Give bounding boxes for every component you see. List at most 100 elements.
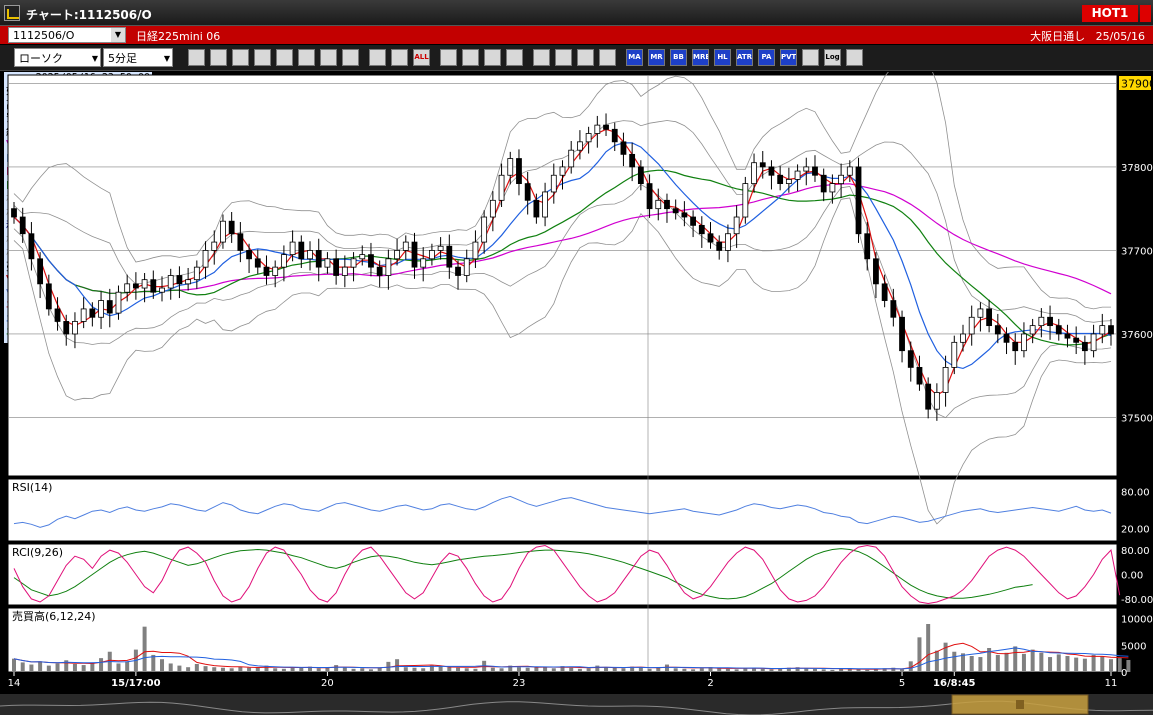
volume-bar bbox=[142, 626, 147, 672]
candle bbox=[106, 300, 113, 314]
candle bbox=[629, 153, 636, 168]
toolbar-search-button[interactable] bbox=[533, 49, 550, 66]
volume-bar bbox=[516, 667, 521, 672]
candle bbox=[768, 166, 775, 176]
chevron-down-icon[interactable]: ▼ bbox=[111, 28, 125, 42]
volume-bar bbox=[725, 668, 730, 672]
toolbar-shift-right-button[interactable] bbox=[391, 49, 408, 66]
candle bbox=[864, 233, 871, 260]
candle bbox=[359, 254, 366, 260]
candle bbox=[228, 220, 235, 235]
volume-bar bbox=[560, 666, 565, 672]
toolbar-ma-button[interactable]: MA bbox=[626, 49, 643, 66]
toolbar-cursor-button[interactable] bbox=[276, 49, 293, 66]
toolbar-window-button[interactable] bbox=[846, 49, 863, 66]
toolbar-pvt-button[interactable]: PVT bbox=[780, 49, 797, 66]
volume-bar bbox=[508, 665, 513, 672]
candle bbox=[472, 241, 479, 260]
candle bbox=[707, 233, 714, 243]
volume-bar bbox=[760, 668, 765, 672]
chevron-down-icon: ▼ bbox=[91, 54, 98, 63]
volume-bar bbox=[334, 665, 339, 672]
volume-bar bbox=[691, 669, 696, 672]
toolbar-color-tool-button[interactable] bbox=[462, 49, 479, 66]
volume-bar bbox=[351, 668, 356, 672]
price-tick-label: 37800 bbox=[1121, 163, 1153, 174]
volume-bar bbox=[717, 667, 722, 672]
candle bbox=[516, 158, 522, 185]
candle bbox=[933, 392, 940, 410]
chart-area[interactable]: 379003780037700376003750080.0020.00RSI(1… bbox=[0, 72, 1153, 715]
toolbar-memo-button[interactable] bbox=[320, 49, 337, 66]
volume-bar bbox=[917, 637, 922, 672]
volume-bar bbox=[1091, 654, 1096, 672]
volume-bar bbox=[1100, 656, 1105, 672]
volume-bar bbox=[673, 668, 678, 672]
volume-bar bbox=[952, 651, 957, 672]
x-tick-label: 14 bbox=[8, 678, 21, 689]
toolbar-line-button[interactable] bbox=[254, 49, 271, 66]
volume-bar bbox=[943, 642, 948, 672]
candle bbox=[220, 220, 226, 243]
toolbar-zoom-button[interactable] bbox=[188, 49, 205, 66]
candle bbox=[298, 241, 305, 260]
toolbar-bb-button[interactable]: BB bbox=[670, 49, 687, 66]
candle bbox=[341, 266, 348, 276]
candle bbox=[498, 174, 505, 201]
candle bbox=[672, 208, 679, 214]
candle bbox=[968, 316, 975, 335]
rci-tick-label: -80.00 bbox=[1121, 595, 1153, 606]
volume-bar bbox=[1109, 659, 1113, 672]
candle bbox=[437, 245, 444, 251]
toolbar-mark-button[interactable] bbox=[577, 49, 594, 66]
toolbar-palette-button[interactable] bbox=[484, 49, 501, 66]
price-tick-label: 37600 bbox=[1121, 330, 1153, 341]
volume-bar bbox=[125, 661, 130, 672]
candle bbox=[272, 266, 279, 276]
candle bbox=[1055, 325, 1062, 335]
candle bbox=[429, 250, 435, 260]
toolbar-atr-button[interactable]: ATR bbox=[736, 49, 753, 66]
toolbar-pen-button[interactable] bbox=[232, 49, 249, 66]
volume-bar bbox=[64, 660, 69, 672]
toolbar-box-button[interactable] bbox=[802, 49, 819, 66]
volume-bar bbox=[360, 668, 365, 672]
volume-bar bbox=[238, 666, 243, 672]
volume-bar bbox=[1056, 654, 1061, 672]
volume-bar bbox=[830, 669, 835, 672]
toolbar-info-button[interactable] bbox=[599, 49, 616, 66]
price-tick-label: 37900 bbox=[1121, 77, 1153, 90]
candle bbox=[202, 250, 209, 268]
symbol-code-select[interactable]: 1112506/O ▼ bbox=[8, 27, 126, 43]
hot-button[interactable]: HOT1 bbox=[1082, 5, 1138, 22]
toolbar-refresh-button[interactable] bbox=[298, 49, 315, 66]
toolbar-mr-button[interactable]: MR bbox=[648, 49, 665, 66]
volume-bar bbox=[534, 666, 539, 672]
toolbar-shift-left-button[interactable] bbox=[369, 49, 386, 66]
candle bbox=[698, 224, 705, 235]
toolbar-hl-button[interactable]: HL bbox=[714, 49, 731, 66]
toolbar-settings-button[interactable] bbox=[440, 49, 457, 66]
toolbar-log-button[interactable]: Log bbox=[824, 49, 841, 66]
toolbar-all-button[interactable]: ALL bbox=[413, 49, 430, 66]
candle bbox=[1099, 325, 1106, 335]
volume-bar bbox=[873, 668, 878, 672]
toolbar-par-button[interactable]: PA bbox=[758, 49, 775, 66]
interval-select[interactable]: 5分足 ▼ bbox=[103, 48, 173, 67]
volume-bar bbox=[908, 661, 913, 672]
volume-bar bbox=[99, 658, 104, 672]
toolbar-delete-button[interactable] bbox=[342, 49, 359, 66]
candle bbox=[446, 245, 453, 268]
candle bbox=[307, 250, 313, 260]
candle bbox=[725, 233, 731, 251]
toolbar-bookmark-button[interactable] bbox=[506, 49, 523, 66]
volume-bar bbox=[978, 657, 983, 672]
close-button[interactable] bbox=[1140, 5, 1151, 22]
volume-bar bbox=[220, 667, 225, 672]
chart-type-select[interactable]: ローソク ▼ bbox=[14, 48, 101, 67]
volume-bar bbox=[734, 669, 739, 672]
toolbar-mre-button[interactable]: MRE bbox=[692, 49, 709, 66]
toolbar-bar-button[interactable] bbox=[555, 49, 572, 66]
candle bbox=[542, 191, 548, 218]
toolbar-grid-button[interactable] bbox=[210, 49, 227, 66]
